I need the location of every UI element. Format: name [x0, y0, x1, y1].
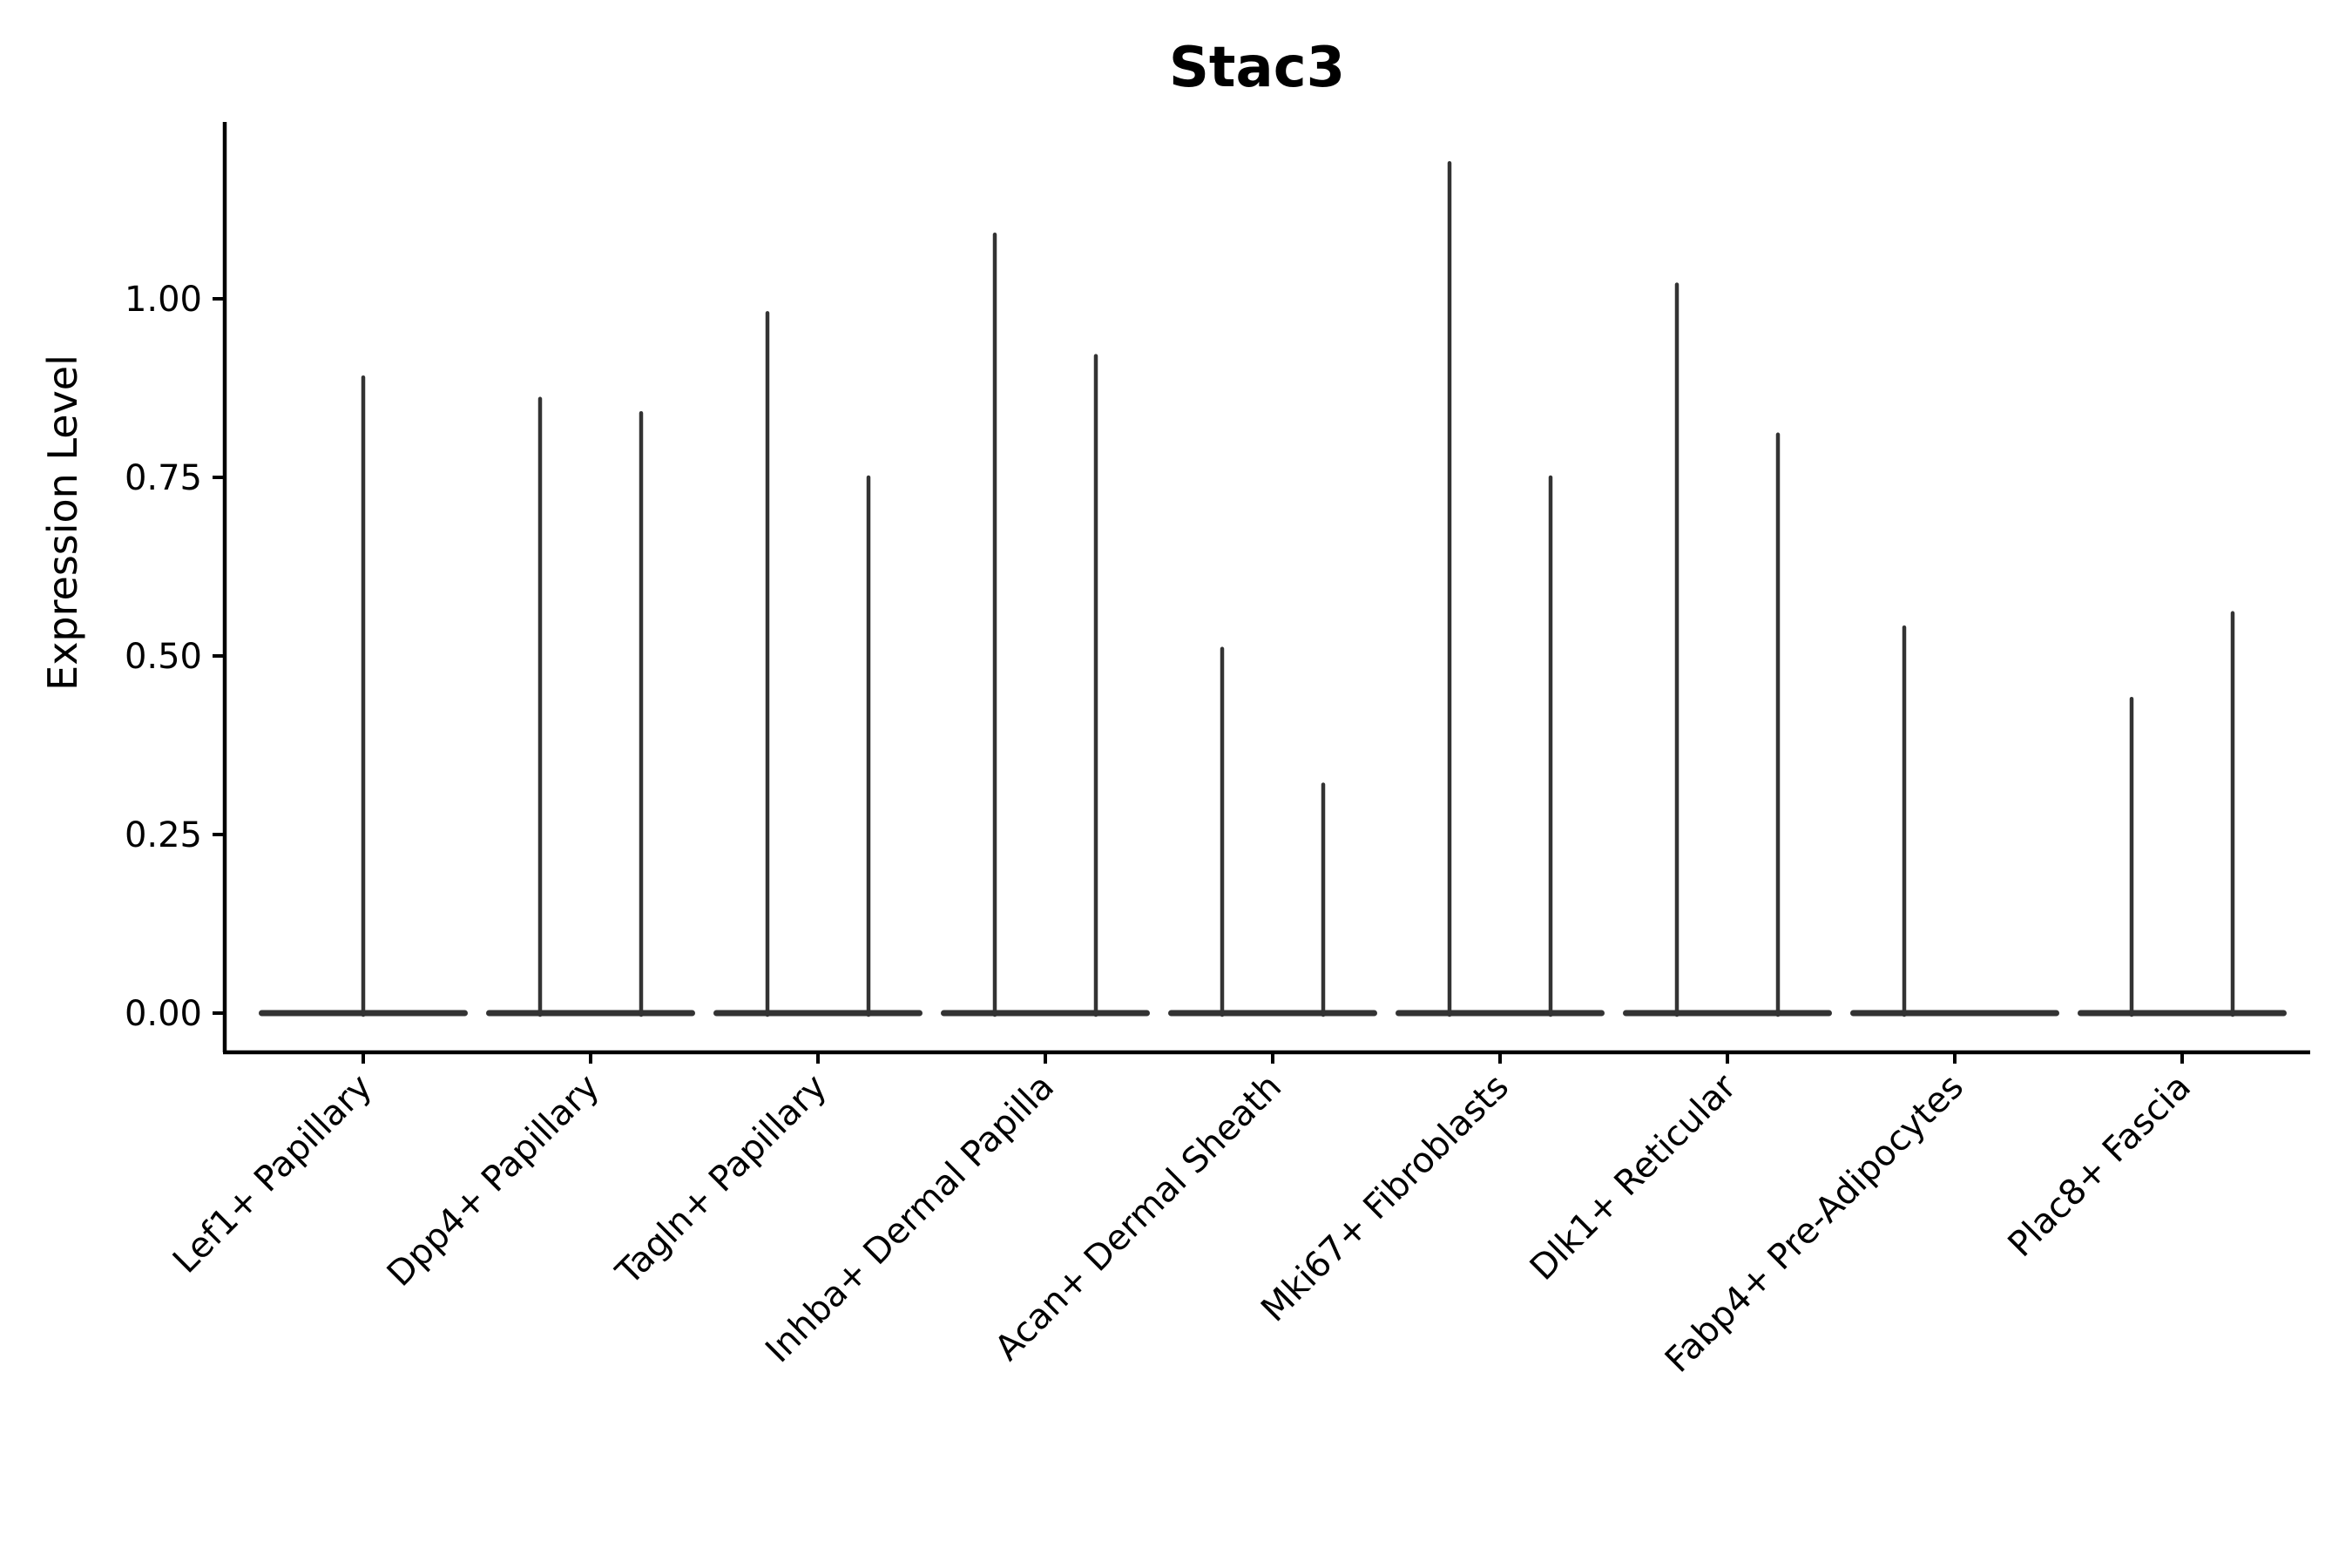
plot-area: 0.00 0.25 0.50 0.75 1.00 Lef1+ Papillary Dpp4+… — [125, 122, 2310, 1381]
y-tick-label: 1.00 — [125, 280, 202, 320]
y-tick-label: 0.75 — [125, 458, 202, 498]
chart-title: Stac3 — [1169, 36, 1345, 100]
y-tick-label: 0.25 — [125, 815, 202, 855]
x-tick-label: Mki67+ Fibroblasts — [1254, 1067, 1517, 1330]
violin-base — [1850, 1010, 2059, 1017]
x-tick-label: Dlk1+ Reticular — [1523, 1066, 1745, 1288]
x-tick-label: Lef1+ Papillary — [166, 1067, 380, 1281]
x-tick-label: Dpp4+ Papillary — [380, 1067, 607, 1294]
violin-base — [1623, 1010, 1832, 1017]
y-axis-label: Expression Level — [39, 355, 86, 691]
y-tick-label: 0.00 — [125, 994, 202, 1034]
violin-base — [2078, 1010, 2287, 1017]
violin-base — [486, 1010, 695, 1017]
x-tick-label: Plac8+ Fascia — [2001, 1067, 2200, 1266]
violin-base — [1168, 1010, 1377, 1017]
violin-base — [1396, 1010, 1605, 1017]
y-tick-label: 0.50 — [125, 637, 202, 677]
violin-base — [941, 1010, 1150, 1017]
x-tick-label: Tagln+ Papillary — [608, 1067, 835, 1294]
violin-base — [713, 1010, 923, 1017]
